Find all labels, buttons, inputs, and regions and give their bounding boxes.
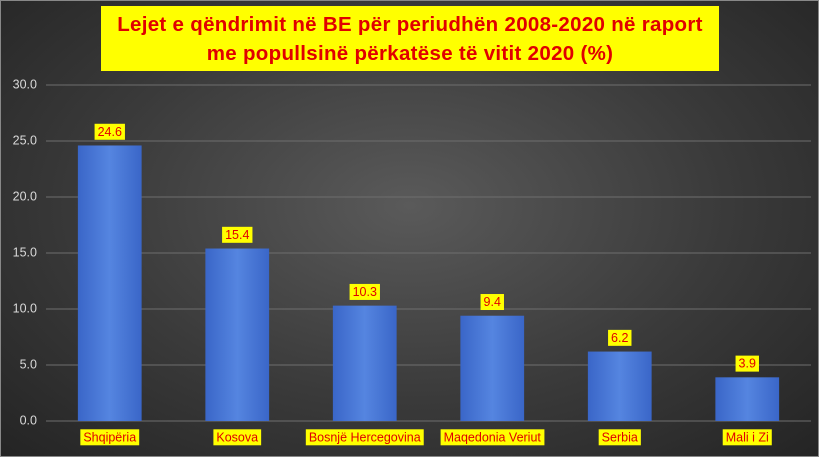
x-tick-label-bg <box>598 429 641 446</box>
value-label-box: 3.9 <box>735 355 759 372</box>
value-label-box: 9.4 <box>480 294 504 311</box>
y-tick-label: 0.0 <box>20 413 37 427</box>
x-tick-label-box: Kosova <box>213 429 262 446</box>
value-label-bg <box>735 355 759 372</box>
y-tick-label: 10.0 <box>13 301 37 315</box>
value-label: 15.4 <box>225 228 249 242</box>
value-label: 6.2 <box>611 331 628 345</box>
x-tick-label-bg <box>213 429 262 446</box>
value-label-box: 15.4 <box>222 226 253 243</box>
bar <box>77 145 142 422</box>
value-label-bg <box>608 329 632 346</box>
x-tick-label-bg <box>722 429 772 446</box>
chart-title: Lejet e qëndrimit në BE për periudhën 20… <box>101 6 719 71</box>
value-label: 10.3 <box>353 285 377 299</box>
x-tick-label: Shqipëria <box>83 430 136 444</box>
value-label-bg <box>222 226 253 243</box>
x-tick-label: Serbia <box>602 430 638 444</box>
y-tick-label: 20.0 <box>13 189 37 203</box>
x-tick-label-box: Shqipëria <box>80 429 140 446</box>
x-tick-label: Kosova <box>216 430 258 444</box>
value-label: 24.6 <box>98 125 122 139</box>
value-label-bg <box>480 294 504 311</box>
value-label-box: 10.3 <box>349 283 380 300</box>
bar <box>460 315 525 421</box>
bar <box>205 248 270 421</box>
x-tick-label-bg <box>305 429 424 446</box>
x-tick-label: Maqedonia Veriut <box>444 430 542 444</box>
x-tick-label: Mali i Zi <box>726 430 769 444</box>
y-tick-label: 30.0 <box>13 77 37 91</box>
x-tick-label-bg <box>80 429 140 446</box>
value-label: 3.9 <box>739 357 756 371</box>
y-tick-label: 25.0 <box>13 133 37 147</box>
x-tick-label-bg <box>440 429 545 446</box>
value-label-bg <box>94 123 125 140</box>
bar <box>587 351 652 421</box>
value-label: 9.4 <box>484 295 501 309</box>
bar <box>332 305 397 421</box>
x-tick-label-box: Bosnjë Hercegovina <box>305 429 424 446</box>
value-label-bg <box>349 283 380 300</box>
value-label-box: 24.6 <box>94 123 125 140</box>
y-tick-label: 5.0 <box>20 357 37 371</box>
x-tick-label: Bosnjë Hercegovina <box>309 430 421 444</box>
x-tick-label-box: Maqedonia Veriut <box>440 429 545 446</box>
y-tick-label: 15.0 <box>13 245 37 259</box>
value-label-box: 6.2 <box>608 329 632 346</box>
x-tick-label-box: Mali i Zi <box>722 429 772 446</box>
bar <box>715 377 780 421</box>
x-tick-label-box: Serbia <box>598 429 641 446</box>
